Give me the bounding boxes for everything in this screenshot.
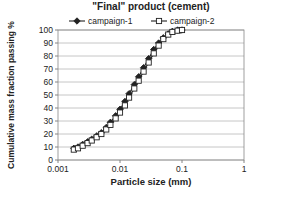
- data-point: [113, 116, 118, 121]
- tick-label: 0.1: [176, 164, 188, 174]
- data-point: [122, 103, 127, 108]
- tick-label: 0.01: [112, 164, 129, 174]
- data-point: [151, 51, 156, 56]
- legend-label: campaign-2: [170, 16, 215, 26]
- legend-label: campaign-1: [88, 16, 133, 26]
- tick-label: 30: [44, 116, 54, 126]
- data-point: [141, 69, 146, 74]
- tick-mark: [55, 134, 58, 135]
- data-point: [126, 95, 131, 100]
- tick-label: 70: [44, 64, 54, 74]
- tick-mark: [55, 56, 58, 57]
- grid-line: [58, 121, 244, 122]
- grid-line: [58, 95, 244, 96]
- tick-mark: [55, 43, 58, 44]
- grid-line: [58, 134, 244, 135]
- data-point: [179, 27, 184, 32]
- tick-mark: [55, 160, 58, 161]
- tick-mark: [120, 160, 121, 163]
- legend-marker: [156, 18, 161, 23]
- grid-line: [58, 69, 244, 70]
- tick-label: 50: [44, 90, 54, 100]
- tick-mark: [58, 160, 59, 163]
- tick-mark: [55, 121, 58, 122]
- data-point: [132, 86, 137, 91]
- legend-marker: [74, 18, 80, 24]
- grid-line: [58, 147, 244, 148]
- tick-label: 0.001: [47, 164, 69, 174]
- data-point: [179, 27, 185, 33]
- tick-label: 20: [44, 129, 54, 139]
- data-point: [136, 78, 141, 83]
- data-point: [80, 143, 85, 148]
- chart: 01020304050607080901000.0010.010.11"Fina…: [0, 0, 300, 200]
- plot-area: [71, 27, 186, 152]
- tick-label: 100: [39, 25, 53, 35]
- legend: campaign-1 campaign-2: [69, 16, 215, 26]
- tick-mark: [244, 160, 245, 163]
- data-point: [156, 43, 161, 48]
- data-point: [146, 60, 151, 65]
- grid-line: [58, 82, 244, 83]
- tick-label: 1: [242, 164, 247, 174]
- data-point: [161, 37, 166, 42]
- y-axis-label: Cumulative mass fraction passing %: [6, 21, 16, 169]
- grid-line: [58, 108, 244, 109]
- tick-mark: [55, 108, 58, 109]
- tick-label: 90: [44, 38, 54, 48]
- tick-label: 40: [44, 103, 54, 113]
- plot-frame: [58, 30, 244, 160]
- data-point: [170, 29, 175, 34]
- tick-mark: [55, 69, 58, 70]
- chart-title: "Final" product (cement): [92, 1, 209, 12]
- tick-mark: [182, 160, 183, 163]
- data-point: [117, 110, 122, 115]
- tick-label: 60: [44, 77, 54, 87]
- data-point: [89, 138, 94, 143]
- tick-label: 80: [44, 51, 54, 61]
- data-point: [108, 122, 113, 127]
- x-axis-label: Particle size (mm): [111, 176, 192, 187]
- tick-mark: [55, 30, 58, 31]
- chart-container: 01020304050607080901000.0010.010.11"Fina…: [0, 0, 300, 200]
- grid-line: [58, 43, 244, 44]
- series-line: [74, 30, 182, 150]
- data-point: [99, 131, 104, 136]
- tick-label: 10: [44, 142, 54, 152]
- series-line: [74, 30, 182, 148]
- tick-mark: [55, 82, 58, 83]
- tick-mark: [55, 95, 58, 96]
- tick-mark: [55, 147, 58, 148]
